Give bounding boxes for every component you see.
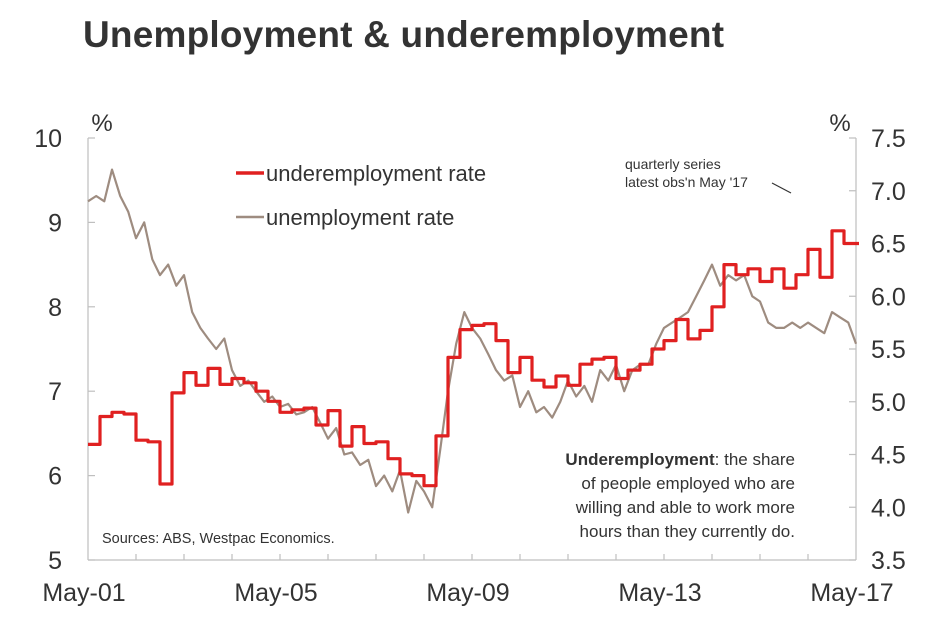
- right-tick-label: 5.0: [871, 389, 906, 417]
- definition-line2: of people employed who are: [581, 474, 795, 493]
- x-tick-label: May-09: [426, 579, 509, 607]
- annotations: quarterly series latest obs'n May '17 Unde…: [102, 156, 795, 547]
- right-tick-label: 4.5: [871, 442, 906, 470]
- right-tick-label: 4.0: [871, 494, 906, 522]
- left-unit-label: %: [91, 110, 112, 137]
- chart-title: Unemployment & underemployment: [83, 14, 725, 55]
- legend-underemployment-label: underemployment rate: [266, 161, 486, 186]
- axes-layer: 5 6 7 8 9 10 3.5 4.0 4.5 5.0 5.5 6.0 6.5 7.0 7.5% % May-…: [34, 110, 906, 607]
- x-tick-label: May-13: [618, 579, 701, 607]
- x-tick-label: May-05: [234, 579, 317, 607]
- x-tick-label: May-17: [810, 579, 893, 607]
- quarterly-note-line1: quarterly series: [625, 156, 721, 172]
- definition-line4: hours than they currently do.: [580, 522, 795, 541]
- source-note: Sources: ABS, Westpac Economics.: [102, 531, 335, 547]
- left-tick-label: 7: [48, 378, 62, 406]
- right-tick-label: 7.5: [871, 125, 906, 153]
- series-layer: [87, 168, 859, 514]
- left-tick-label: 10: [34, 125, 62, 153]
- left-tick-label: 6: [48, 463, 62, 491]
- legend-unemployment-label: unemployment rate: [266, 205, 454, 230]
- left-tick-label: 9: [48, 209, 62, 237]
- definition-line1-rest: : the share: [715, 450, 795, 469]
- x-tick-label: May-01: [42, 579, 125, 607]
- left-tick-label: 5: [48, 547, 62, 575]
- right-unit-label: %: [829, 110, 850, 137]
- underemployment-line: [88, 229, 859, 488]
- right-tick-label: 5.5: [871, 336, 906, 364]
- definition-line1: Underemployment: the share: [565, 450, 795, 469]
- right-tick-label: 3.5: [871, 547, 906, 575]
- right-tick-label: 6.0: [871, 283, 906, 311]
- quarterly-note-line2: latest obs'n May '17: [625, 174, 748, 190]
- definition-bold-term: Underemployment: [565, 450, 715, 469]
- quarterly-note-pointer: [771, 182, 792, 194]
- left-tick-label: 8: [48, 294, 62, 322]
- right-tick-label: 6.5: [871, 231, 906, 259]
- definition-line3: willing and able to work more: [575, 498, 795, 517]
- right-tick-label: 7.0: [871, 178, 906, 206]
- legend: underemployment rate unemployment rate: [236, 161, 486, 230]
